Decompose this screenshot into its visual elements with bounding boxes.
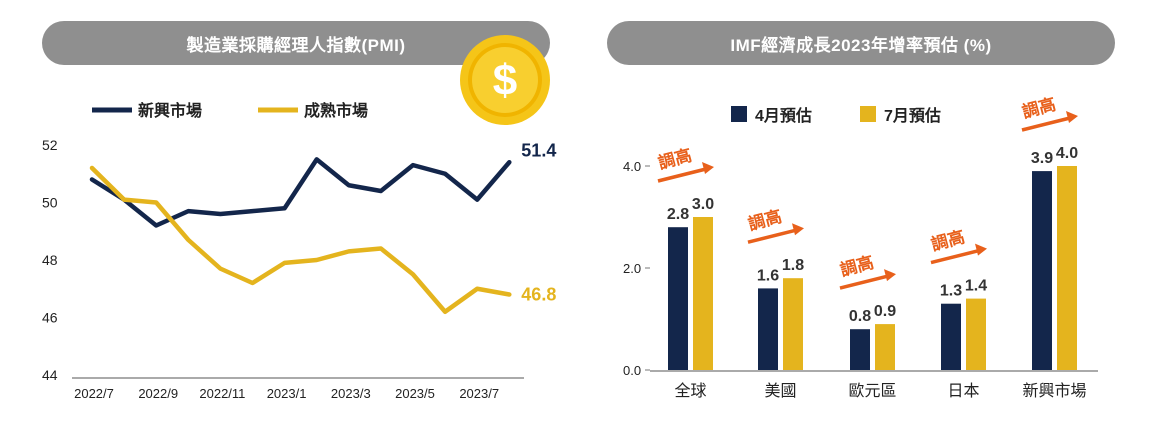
imf-y-tick-label: 4.0 (623, 159, 641, 174)
imf-legend-label: 7月預估 (884, 106, 941, 125)
pmi-y-tick-label: 50 (42, 195, 58, 211)
imf-bar (875, 324, 895, 370)
imf-raise-text: 調高 (1020, 94, 1058, 122)
imf-bar-value-label: 3.9 (1031, 150, 1053, 167)
imf-bar-value-label: 3.0 (692, 196, 714, 213)
imf-bar (941, 303, 961, 370)
imf-bar (693, 217, 713, 370)
imf-bar-value-label: 0.8 (849, 308, 871, 325)
imf-bar-value-label: 4.0 (1056, 145, 1078, 162)
imf-category-label: 日本 (947, 382, 979, 400)
imf-bar-value-label: 1.4 (965, 278, 987, 295)
coin-symbol: $ (493, 56, 517, 105)
imf-bar-value-label: 0.9 (874, 303, 896, 320)
imf-legend-label: 4月預估 (755, 106, 812, 125)
imf-raise-annotation: 調高 (929, 226, 987, 265)
imf-chart-title: IMF經濟成長2023年增率預估 (%) (607, 21, 1115, 65)
imf-bar (758, 288, 778, 370)
pmi-end-value-label: 51.4 (521, 140, 556, 160)
pmi-x-tick-label: 2022/7 (74, 386, 114, 401)
imf-bar-value-label: 1.3 (940, 283, 962, 300)
imf-bar (668, 227, 688, 370)
imf-y-tick-label: 2.0 (623, 261, 641, 276)
imf-category-label: 新興市場 (1022, 382, 1086, 400)
imf-raise-annotation: 調高 (1020, 94, 1078, 132)
imf-bar-value-label: 1.8 (782, 257, 804, 274)
imf-legend-swatch (731, 106, 747, 122)
imf-legend-swatch (860, 106, 876, 122)
imf-raise-annotation: 調高 (838, 252, 896, 290)
imf-bar (850, 329, 870, 370)
pmi-line-mature (89, 165, 512, 314)
arrow-up-right-icon (839, 269, 896, 290)
pmi-x-tick-label: 2022/11 (199, 386, 245, 401)
imf-bar (1057, 166, 1077, 370)
pmi-y-tick-label: 46 (42, 310, 58, 326)
arrow-up-right-icon (657, 162, 714, 183)
pmi-y-tick-label: 48 (42, 252, 58, 268)
arrow-up-right-icon (930, 243, 987, 265)
pmi-x-tick-label: 2023/7 (459, 386, 499, 401)
imf-raise-text: 調高 (838, 252, 876, 280)
pmi-x-tick-label: 2023/5 (395, 386, 435, 401)
pmi-x-tick-label: 2022/9 (138, 386, 178, 401)
imf-raise-annotation: 調高 (746, 206, 804, 244)
pmi-legend-label: 新興市場 (138, 101, 202, 120)
imf-raise-text: 調高 (929, 226, 967, 254)
dollar-coin-icon: $ (460, 35, 550, 125)
imf-raise-text: 調高 (746, 206, 784, 234)
imf-bar (1032, 171, 1052, 370)
imf-bar (783, 278, 803, 370)
pmi-x-tick-label: 2023/1 (267, 386, 307, 401)
pmi-y-tick-label: 52 (42, 137, 58, 153)
imf-bar-value-label: 1.6 (757, 267, 779, 284)
imf-category-label: 歐元區 (848, 382, 896, 400)
pmi-y-tick-label: 44 (42, 367, 58, 383)
imf-category-label: 全球 (674, 382, 706, 400)
pmi-x-tick-label: 2023/3 (331, 386, 371, 401)
imf-raise-text: 調高 (656, 145, 694, 173)
imf-raise-annotation: 調高 (656, 145, 714, 183)
imf-category-label: 美國 (764, 382, 796, 400)
arrow-up-right-icon (747, 223, 804, 244)
pmi-end-value-label: 46.8 (521, 285, 556, 305)
pmi-legend-label: 成熟市場 (304, 101, 368, 120)
imf-y-tick-label: 0.0 (623, 363, 641, 378)
pmi-line-emerging (89, 157, 512, 228)
imf-bar-value-label: 2.8 (667, 206, 689, 223)
imf-bar (966, 298, 986, 370)
arrow-up-right-icon (1021, 111, 1078, 132)
pmi-chart-title: 製造業採購經理人指數(PMI) (42, 21, 550, 65)
